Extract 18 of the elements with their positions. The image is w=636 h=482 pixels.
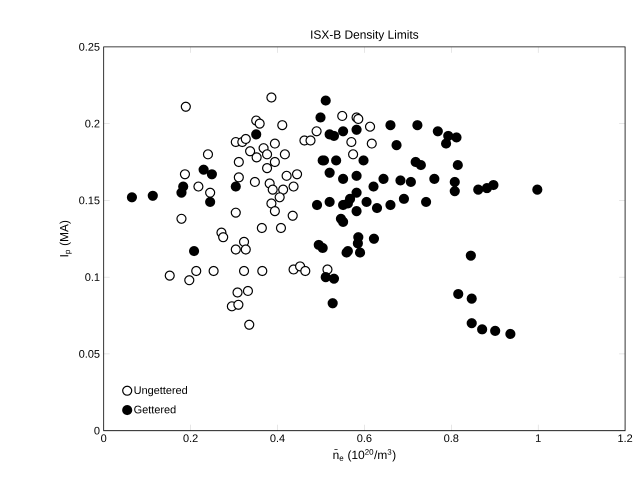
x-axis-title: n̄$_{e}$ (10$^{20}$/m$^{3}$) — [333, 449, 396, 462]
y-tick-label: 0.25 — [79, 43, 100, 51]
x-tick-label: 0.6 — [357, 434, 372, 442]
legend-label: Gettered — [134, 406, 176, 414]
y-tick-label: 0.1 — [85, 274, 100, 282]
y-tick-label: 0.05 — [79, 350, 100, 358]
y-tick-label: 0.15 — [79, 196, 100, 204]
chart-title: ISX-B Density Limits — [311, 30, 418, 42]
y-tick-label: 0.2 — [85, 120, 100, 128]
x-tick-label: 0.4 — [270, 434, 285, 442]
x-tick-label: 0.2 — [183, 434, 198, 442]
legend-label: Ungettered — [134, 386, 188, 396]
y-tick-label: 0 — [94, 427, 100, 435]
x-tick-label: 1.2 — [618, 434, 632, 442]
x-tick-label: 0 — [101, 434, 106, 442]
x-tick-label: 0.8 — [444, 434, 458, 442]
y-axis-title: I$_{p}$ (MA) — [60, 221, 72, 257]
x-tick-label: 1 — [536, 434, 541, 442]
